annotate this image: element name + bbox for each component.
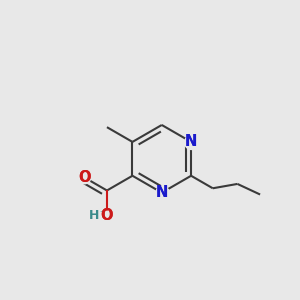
Text: O: O bbox=[101, 208, 113, 223]
Text: O: O bbox=[78, 170, 90, 185]
Text: O: O bbox=[78, 170, 90, 185]
Text: N: N bbox=[156, 185, 168, 200]
Text: N: N bbox=[185, 134, 197, 149]
Text: H: H bbox=[88, 209, 99, 222]
Text: O: O bbox=[101, 208, 113, 223]
Text: ⁻: ⁻ bbox=[99, 210, 104, 220]
Text: N: N bbox=[185, 134, 197, 149]
Text: N: N bbox=[156, 185, 168, 200]
